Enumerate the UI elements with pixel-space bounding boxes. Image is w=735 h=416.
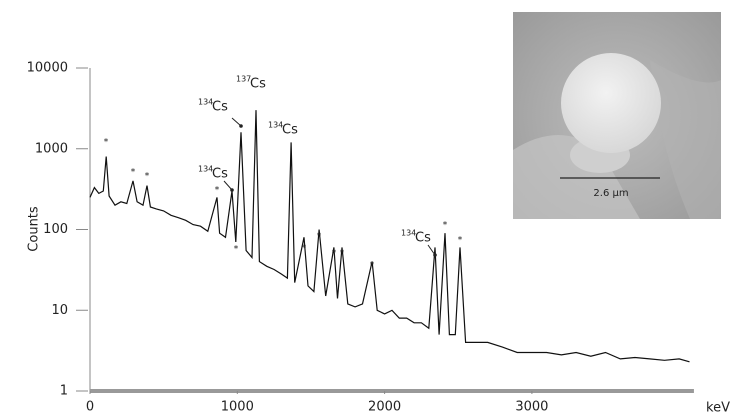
peak-mark: * (302, 244, 307, 254)
y-axis-label: Counts (27, 206, 42, 252)
peak-mark: * (317, 232, 322, 242)
annotation-arrowhead (433, 253, 437, 257)
x-axis (90, 389, 694, 393)
x-tick-label: 2000 (368, 400, 401, 415)
peak-mark: * (340, 249, 345, 259)
x-tick-label: 0 (86, 400, 94, 415)
annotation-mass: 137 (236, 75, 251, 84)
y-tick-label: 100 (43, 222, 68, 237)
annotation-element: Cs (212, 167, 228, 182)
peak-mark: * (145, 172, 150, 182)
annotation-arrowhead (239, 124, 243, 128)
inset-image (513, 12, 721, 219)
scale-label: 2.6 µm (593, 188, 628, 199)
annotation-arrowhead (230, 188, 234, 192)
annotation-mass: 134 (268, 121, 283, 130)
peak-mark: * (443, 221, 448, 231)
annotation-element: Cs (282, 123, 298, 138)
annotation-arrow (231, 117, 242, 127)
peak-mark: * (234, 245, 239, 255)
x-tick-label: 1000 (221, 400, 254, 415)
annotation-mass: 134 (198, 165, 213, 174)
annotation-mass: 134 (198, 98, 213, 107)
annotation-mass: 134 (401, 229, 416, 238)
y-tick-label: 10 (51, 303, 68, 318)
peak-mark: * (370, 261, 375, 271)
y-tick-label: 1 (60, 384, 68, 399)
annotation-element: Cs (212, 100, 228, 115)
peak-mark: * (458, 236, 463, 246)
x-tick-label: 3000 (515, 400, 548, 415)
annotation-arrow (427, 244, 436, 256)
peak-mark: * (332, 249, 337, 259)
spectrum-line (89, 110, 690, 363)
annotation-arrow (223, 180, 233, 191)
y-tick-label: 10000 (27, 61, 68, 76)
annotation-element: Cs (250, 77, 266, 92)
peak-mark: * (215, 186, 220, 196)
y-tick-label: 1000 (35, 141, 68, 156)
peak-mark: * (104, 138, 109, 148)
annotation-element: Cs (415, 231, 431, 246)
peak-mark: * (131, 168, 136, 178)
x-axis-label: keV (706, 401, 730, 416)
